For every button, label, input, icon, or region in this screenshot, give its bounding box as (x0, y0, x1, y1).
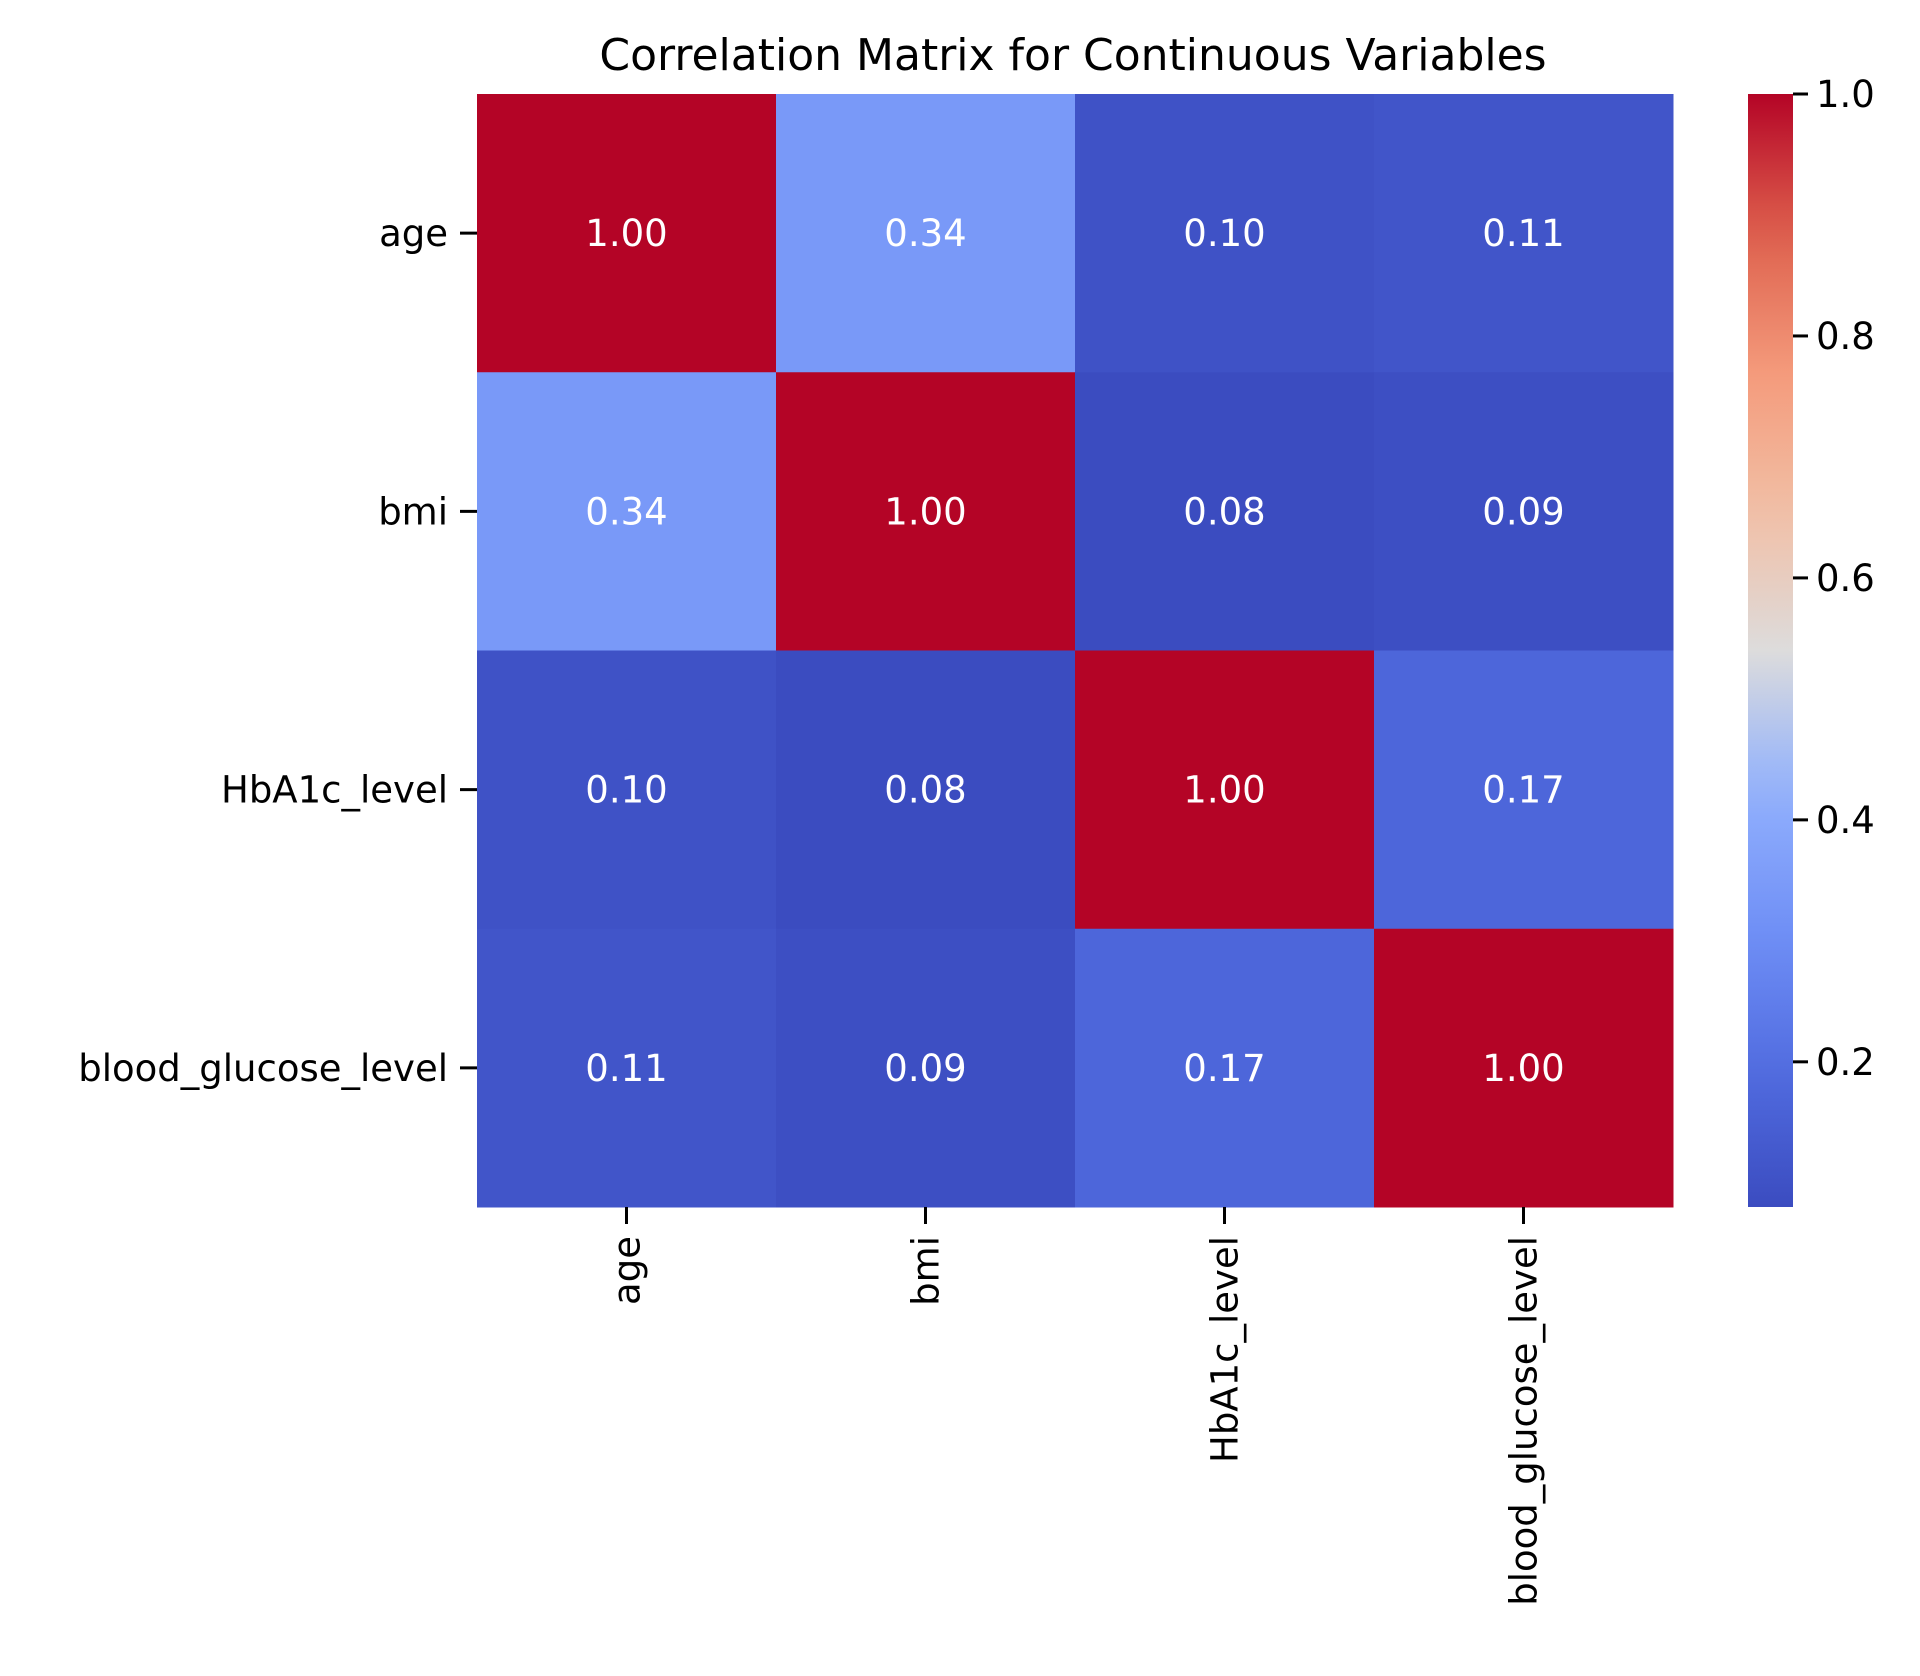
cell-value-label-0-2: 0.10 (1183, 212, 1265, 255)
heatmap-annotations: 1.00 0.34 0.10 0.11 0.34 1.00 0.08 0.09 0.10 0.08… (585, 212, 1564, 1090)
x-tick-label-2: HbA1c_level (1204, 1236, 1247, 1463)
heatmap-cell-2-2 (1075, 650, 1375, 930)
heatmap-cell-1-2 (1075, 372, 1375, 651)
cell-value-label-2-1: 0.08 (884, 769, 966, 812)
cell-value-label-3-0: 0.11 (585, 1047, 667, 1090)
heatmap-cell-1-1 (776, 372, 1076, 651)
cell-value-label-1-0: 0.34 (585, 490, 667, 533)
cell-value-label-2-3: 0.17 (1482, 769, 1564, 812)
y-axis: age bmi HbA1c_level blood_glucose_level (78, 212, 477, 1090)
cell-value-label-1-1: 1.00 (884, 490, 966, 533)
chart-title: Correlation Matrix for Continuous Variab… (599, 30, 1546, 81)
heatmap-cell-0-1 (776, 94, 1076, 373)
cell-value-label-3-3: 1.00 (1482, 1047, 1564, 1090)
cell-value-label-1-3: 0.09 (1482, 490, 1564, 533)
cell-value-label-1-2: 0.08 (1183, 490, 1265, 533)
y-tick-label-1: bmi (378, 490, 448, 533)
cell-value-label-2-2: 1.00 (1183, 769, 1265, 812)
cell-value-label-3-1: 0.09 (884, 1047, 966, 1090)
colorbar-tick-label-4: 1.0 (1816, 73, 1875, 116)
colorbar-tick-label-2: 0.6 (1816, 557, 1875, 600)
heatmap-cell-1-0 (477, 372, 777, 651)
colorbar-tick-label-0: 0.2 (1816, 1041, 1875, 1084)
y-tick-label-2: HbA1c_level (221, 769, 448, 812)
x-tick-label-3: blood_glucose_level (1503, 1236, 1546, 1606)
heatmap-cell-3-1 (776, 928, 1076, 1208)
cell-value-label-2-0: 0.10 (585, 769, 667, 812)
y-tick-label-0: age (379, 212, 448, 255)
cell-value-label-3-2: 0.17 (1183, 1047, 1265, 1090)
cell-value-label-0-1: 0.34 (884, 212, 966, 255)
heatmap-cell-0-3 (1374, 94, 1674, 373)
heatmap-cell-3-0 (477, 928, 777, 1208)
heatmap-cell-2-3 (1374, 650, 1674, 930)
heatmap-cell-1-3 (1374, 372, 1674, 651)
heatmap-cell-3-3 (1374, 928, 1674, 1208)
cell-value-label-0-3: 0.11 (1482, 212, 1564, 255)
heatmap-cell-2-0 (477, 650, 777, 930)
heatmap-cells (477, 94, 1674, 1208)
x-tick-label-1: bmi (905, 1236, 948, 1306)
heatmap-cell-3-2 (1075, 928, 1375, 1208)
colorbar-tick-label-1: 0.4 (1816, 799, 1875, 842)
colorbar-tick-label-3: 0.8 (1816, 315, 1875, 358)
colorbar-gradient (1748, 94, 1793, 1207)
heatmap-cell-0-0 (477, 94, 777, 373)
x-axis: age bmi HbA1c_level blood_glucose_level (606, 1207, 1546, 1606)
heatmap-cell-2-1 (776, 650, 1076, 930)
heatmap-cell-0-2 (1075, 94, 1375, 373)
y-tick-label-3: blood_glucose_level (78, 1047, 448, 1090)
cell-value-label-0-0: 1.00 (585, 212, 667, 255)
x-tick-label-0: age (606, 1236, 649, 1305)
colorbar: 0.2 0.4 0.6 0.8 1.0 (1748, 73, 1875, 1207)
